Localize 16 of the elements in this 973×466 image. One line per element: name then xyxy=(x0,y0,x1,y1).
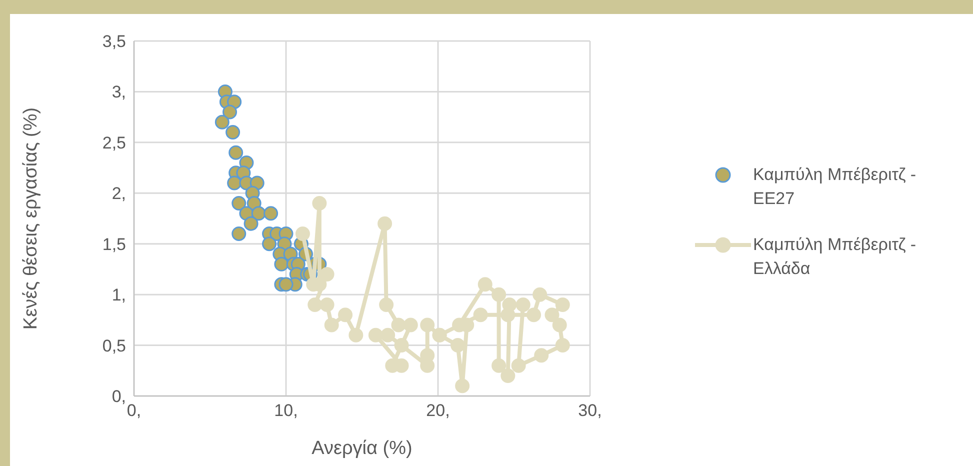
y-tick-label: 1,5 xyxy=(102,234,126,254)
x-axis-title: Ανεργία (%) xyxy=(312,438,412,459)
x-tick-label: 30, xyxy=(578,401,602,420)
y-tick-label: 0,5 xyxy=(102,336,126,356)
y-tick-label: 2, xyxy=(112,184,126,204)
y-tick-label: 1, xyxy=(112,286,126,305)
y-tick-label: 3, xyxy=(112,82,126,102)
y-tick-label: 2,5 xyxy=(102,133,126,152)
x-tick-label: 10, xyxy=(274,401,298,420)
x-tick-label: 0, xyxy=(126,401,142,420)
legend-label: Καμπύλη Μπέβεριτζ - Ελλάδα xyxy=(753,234,918,280)
y-axis-title: Κενές θέσεις εργασίας (%) xyxy=(20,107,42,330)
y-tick-label: 3,5 xyxy=(102,32,126,52)
legend-label: Καμπύλη Μπέβεριτζ - ΕΕ27 xyxy=(753,164,918,210)
x-tick-label: 20, xyxy=(426,401,450,420)
y-tick-label: 0, xyxy=(112,387,126,406)
